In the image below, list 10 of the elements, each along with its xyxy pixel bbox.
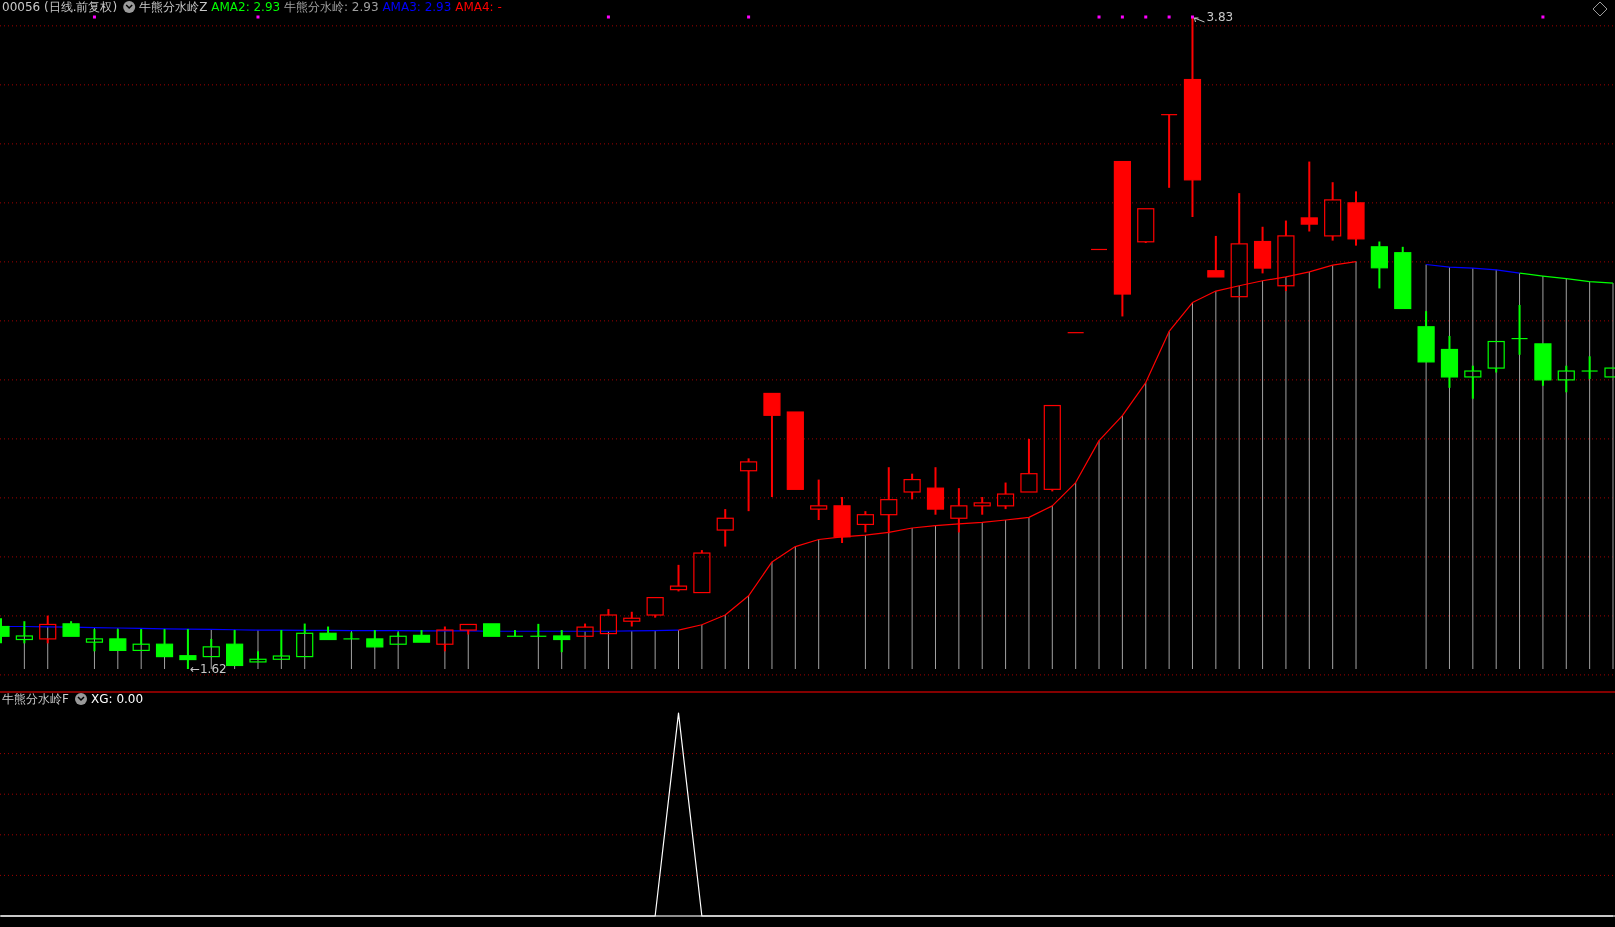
text: AMA3: 2.93 (382, 0, 456, 14)
text: 牛熊分水岭: 2.93 (284, 0, 383, 14)
chart-title: 牛熊分水岭F (2, 692, 69, 706)
chart-subtitle: 牛熊分水岭Z (139, 0, 212, 14)
text: AMA4: - (455, 0, 502, 14)
text: AMA2: 2.93 (211, 0, 285, 14)
annotation: 3.83 (1206, 10, 1234, 24)
text: XG: 0.00 (91, 692, 144, 706)
annotation: ←1.62 (189, 662, 227, 676)
chart-title: 00056 (日线.前复权) (2, 0, 118, 14)
